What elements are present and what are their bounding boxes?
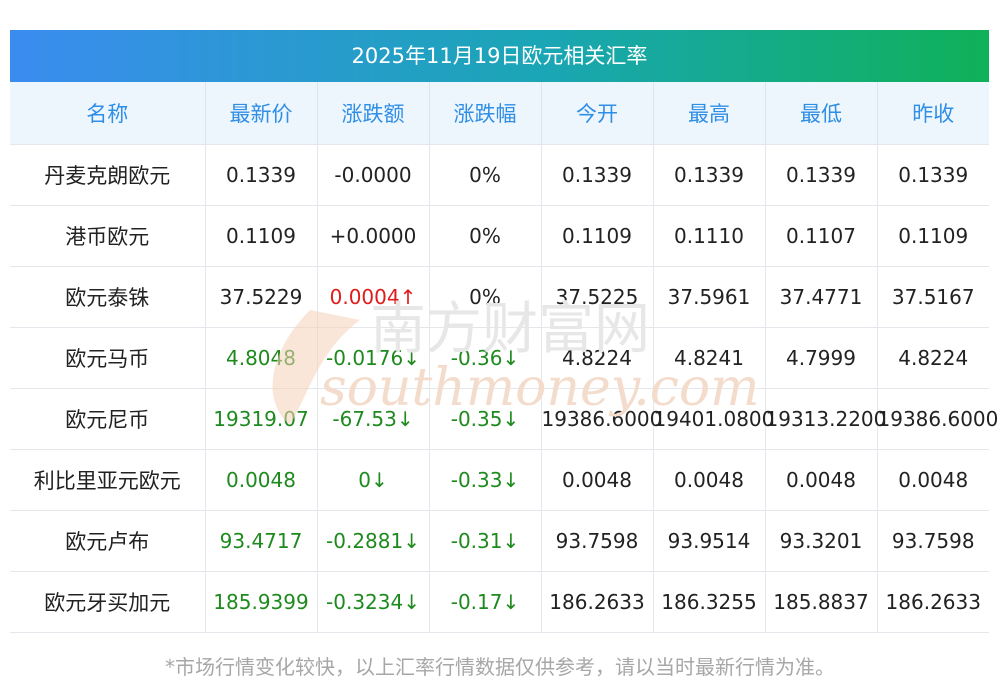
cell-name: 欧元牙买加元 xyxy=(10,571,206,633)
header-high: 最高 xyxy=(653,82,766,145)
cell-latest: 0.0048 xyxy=(205,449,318,511)
cell-open: 0.0048 xyxy=(541,449,654,511)
table-row: 欧元卢布 93.4717 -0.2881↓ -0.31↓ 93.7598 93.9514 9… xyxy=(10,510,989,572)
cell-high: 186.3255 xyxy=(653,571,766,633)
cell-name: 欧元马币 xyxy=(10,327,206,389)
cell-prev-close: 93.7598 xyxy=(877,510,989,572)
header-low: 最低 xyxy=(765,82,878,145)
cell-change: 0↓ xyxy=(317,449,430,511)
cell-change-pct: 0% xyxy=(429,205,542,267)
cell-change: -67.53↓ xyxy=(317,388,430,450)
cell-prev-close: 186.2633 xyxy=(877,571,989,633)
cell-prev-close: 0.1109 xyxy=(877,205,989,267)
cell-change: 0.0004↑ xyxy=(317,266,430,328)
cell-name: 利比里亚元欧元 xyxy=(10,449,206,511)
cell-low: 0.1107 xyxy=(765,205,878,267)
cell-name: 港币欧元 xyxy=(10,205,206,267)
cell-open: 4.8224 xyxy=(541,327,654,389)
cell-name: 欧元尼币 xyxy=(10,388,206,450)
cell-open: 19386.6000 xyxy=(541,388,662,450)
header-open: 今开 xyxy=(541,82,654,145)
cell-change: -0.0176↓ xyxy=(317,327,430,389)
cell-change-pct: -0.36↓ xyxy=(429,327,542,389)
table-row: 利比里亚元欧元 0.0048 0↓ -0.33↓ 0.0048 0.0048 0.0048 0… xyxy=(10,449,989,511)
cell-change-pct: -0.35↓ xyxy=(429,388,542,450)
cell-high: 4.8241 xyxy=(653,327,766,389)
cell-change: +0.0000 xyxy=(317,205,430,267)
cell-change: -0.2881↓ xyxy=(317,510,430,572)
header-change: 涨跌额 xyxy=(317,82,430,145)
cell-change-pct: -0.31↓ xyxy=(429,510,542,572)
cell-latest: 93.4717 xyxy=(205,510,318,572)
cell-change-pct: 0% xyxy=(429,144,542,206)
table-header-row: 名称 最新价 涨跌额 涨跌幅 今开 最高 最低 昨收 xyxy=(10,82,989,145)
cell-low: 185.8837 xyxy=(765,571,878,633)
disclaimer-note: *市场行情变化较快，以上汇率行情数据仅供参考，请以当时最新行情为准。 xyxy=(165,655,835,679)
table-row: 港币欧元 0.1109 +0.0000 0% 0.1109 0.1110 0.1107 0.1… xyxy=(10,205,989,267)
cell-latest: 4.8048 xyxy=(205,327,318,389)
exchange-rate-table: 名称 最新价 涨跌额 涨跌幅 今开 最高 最低 昨收 丹麦克朗欧元 0.1339-… xyxy=(10,82,998,633)
cell-high: 0.1110 xyxy=(653,205,766,267)
table-row: 欧元马币 4.8048 -0.0176↓ -0.36↓ 4.8224 4.8241 4.79… xyxy=(10,327,989,389)
cell-latest: 185.9399 xyxy=(205,571,318,633)
cell-open: 0.1339 xyxy=(541,144,654,206)
cell-open: 37.5225 xyxy=(541,266,654,328)
table-row: 丹麦克朗欧元 0.1339 -0.0000 0% 0.1339 0.1339 0.1339 0… xyxy=(10,144,989,206)
cell-name: 欧元泰铢 xyxy=(10,266,206,328)
cell-high: 93.9514 xyxy=(653,510,766,572)
cell-open: 93.7598 xyxy=(541,510,654,572)
cell-low: 0.1339 xyxy=(765,144,878,206)
cell-low: 4.7999 xyxy=(765,327,878,389)
header-name: 名称 xyxy=(10,82,206,145)
cell-prev-close: 0.1339 xyxy=(877,144,989,206)
cell-high: 0.0048 xyxy=(653,449,766,511)
cell-change: -0.3234↓ xyxy=(317,571,430,633)
header-change-pct: 涨跌幅 xyxy=(429,82,542,145)
cell-latest: 0.1339 xyxy=(205,144,318,206)
cell-high: 19401.0800 xyxy=(653,388,774,450)
table-row: 欧元泰铢 37.5229 0.0004↑ 0% 37.5225 37.5961 37.477… xyxy=(10,266,989,328)
cell-high: 37.5961 xyxy=(653,266,766,328)
cell-low: 37.4771 xyxy=(765,266,878,328)
cell-change-pct: -0.17↓ xyxy=(429,571,542,633)
rate-table-container: 2025年11月19日欧元相关汇率 名称 最新价 涨跌额 涨跌幅 今开 最高 最… xyxy=(10,30,998,633)
cell-low: 0.0048 xyxy=(765,449,878,511)
cell-prev-close: 19386.6000 xyxy=(877,388,998,450)
cell-change: -0.0000 xyxy=(317,144,430,206)
cell-change-pct: -0.33↓ xyxy=(429,449,542,511)
cell-name: 欧元卢布 xyxy=(10,510,206,572)
cell-latest: 0.1109 xyxy=(205,205,318,267)
cell-prev-close: 4.8224 xyxy=(877,327,989,389)
table-row: 欧元尼币 19319.07 -67.53↓ -0.35↓ 19386.6000 19401… xyxy=(10,388,998,450)
cell-change-pct: 0% xyxy=(429,266,542,328)
cell-latest: 37.5229 xyxy=(205,266,318,328)
table-title: 2025年11月19日欧元相关汇率 xyxy=(10,30,989,82)
cell-latest: 19319.07 xyxy=(205,388,318,450)
cell-open: 186.2633 xyxy=(541,571,654,633)
cell-name: 丹麦克朗欧元 xyxy=(10,144,206,206)
table-row: 欧元牙买加元 185.9399 -0.3234↓ -0.17↓ 186.2633 186.… xyxy=(10,571,989,633)
header-prev-close: 昨收 xyxy=(877,82,989,145)
cell-open: 0.1109 xyxy=(541,205,654,267)
cell-high: 0.1339 xyxy=(653,144,766,206)
cell-prev-close: 37.5167 xyxy=(877,266,989,328)
cell-prev-close: 0.0048 xyxy=(877,449,989,511)
cell-low: 93.3201 xyxy=(765,510,878,572)
cell-low: 19313.2200 xyxy=(765,388,886,450)
header-latest: 最新价 xyxy=(205,82,318,145)
